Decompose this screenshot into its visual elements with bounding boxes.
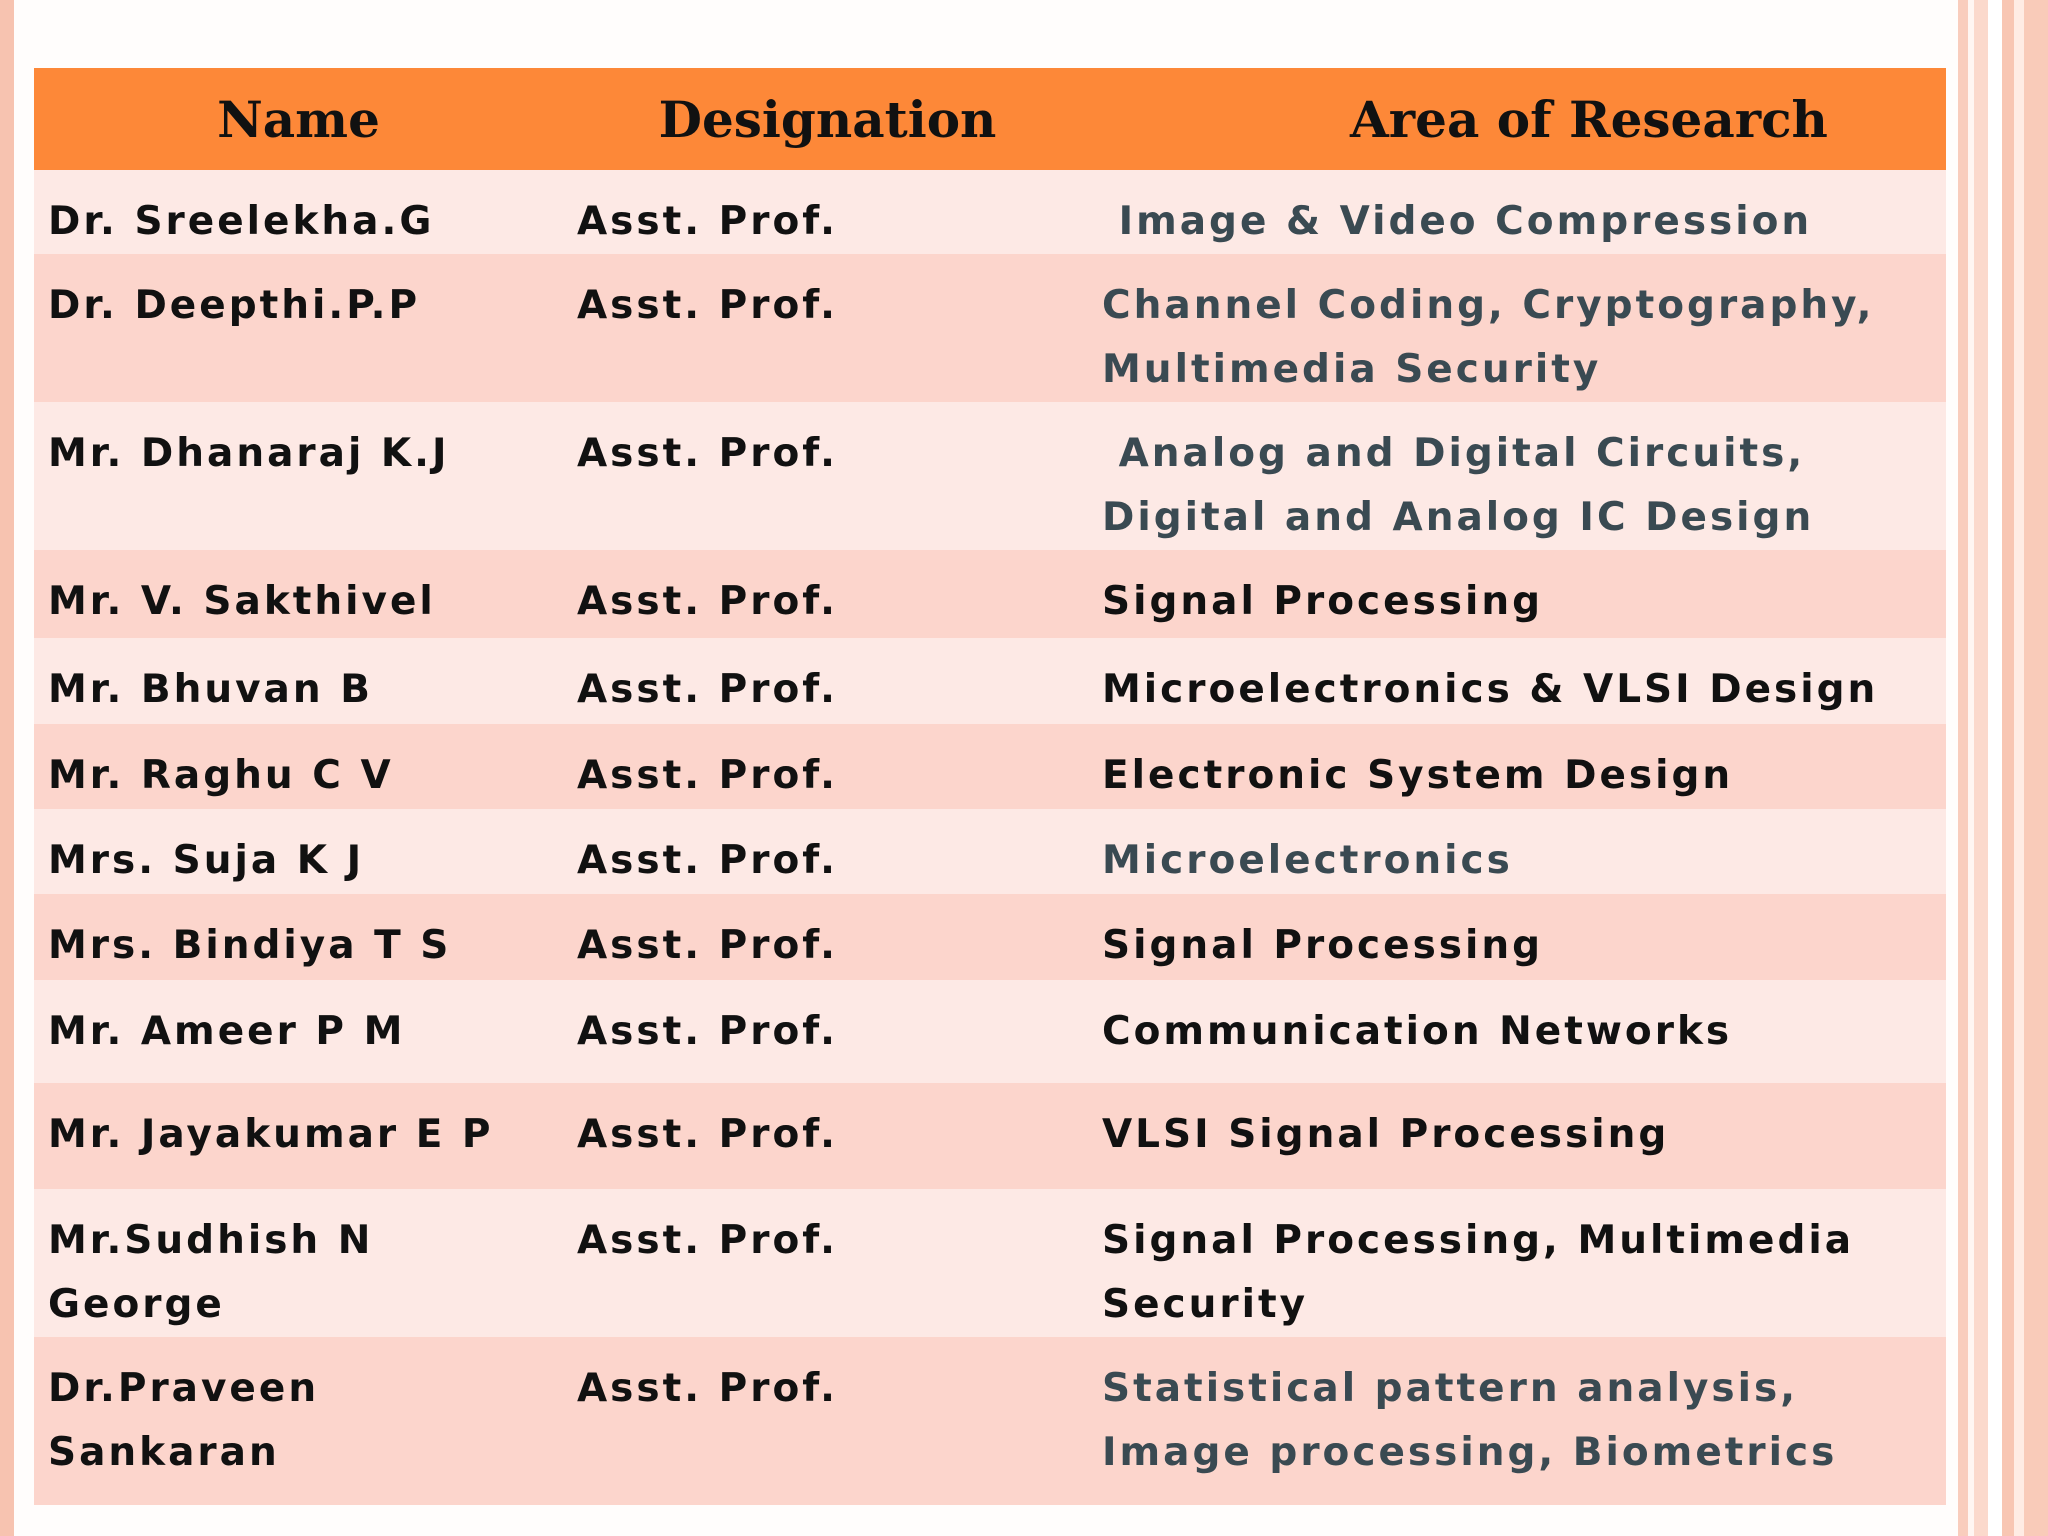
area-line: VLSI Signal Processing: [1102, 1112, 1670, 1157]
name-line: Mrs. Suja K J: [48, 838, 365, 883]
orange-circle-decoration: [1932, 1304, 1942, 1376]
area-line: Signal Processing: [1102, 923, 1544, 968]
name-line: Dr. Sreelekha.G: [48, 199, 435, 244]
cell-name: Mr. Ameer P M: [34, 980, 563, 1083]
table-row: Dr. Sreelekha.G Asst. Prof. Image & Video…: [34, 170, 1946, 254]
right-stripe-decoration: [1974, 0, 1988, 1536]
table-row: Mr. Raghu C V Asst. Prof. Electronic Syste…: [34, 724, 1946, 809]
cell-area-of-research: Channel Coding, Cryptography, Multimedia …: [1092, 254, 1946, 402]
table-row: Dr.Praveen Sankaran Asst. Prof. Statistical…: [34, 1337, 1946, 1505]
area-line: Analog and Digital Circuits,: [1102, 431, 1806, 476]
area-line: Security: [1102, 1282, 1309, 1327]
name-line: Mr. Raghu C V: [48, 753, 394, 798]
right-stripe-decoration: [1968, 0, 1974, 1536]
name-line: Mr. Dhanaraj K.J: [48, 431, 450, 476]
cell-area-of-research: Analog and Digital Circuits, Digital and …: [1092, 402, 1946, 550]
right-stripe-decoration: [2002, 0, 2014, 1536]
cell-name: Mr.Sudhish N George: [34, 1189, 563, 1337]
name-line: Dr. Deepthi.P.P: [48, 283, 421, 328]
area-line: Image & Video Compression: [1102, 199, 1813, 244]
header-name: Name: [217, 89, 380, 149]
table-header-row: Name Designation Area of Research: [34, 68, 1946, 170]
cell-name: Mr. Jayakumar E P: [34, 1083, 563, 1189]
cell-name: Mrs. Bindiya T S: [34, 894, 563, 980]
left-border-decoration: [0, 0, 14, 1536]
cell-area-of-research: Electronic System Design: [1092, 724, 1946, 809]
faculty-table: Name Designation Area of Research Dr. Sr…: [34, 68, 1946, 1505]
area-line: Image processing, Biometrics: [1102, 1430, 1838, 1475]
cell-name: Mr. V. Sakthivel: [34, 550, 563, 638]
name-line: Mr. V. Sakthivel: [48, 579, 436, 624]
cell-area-of-research: Microelectronics: [1092, 809, 1946, 894]
table-row: Mr. Dhanaraj K.J Asst. Prof. Analog and D…: [34, 402, 1946, 550]
name-line: Mrs. Bindiya T S: [48, 923, 452, 968]
cell-area-of-research: Signal Processing, Multimedia Security: [1092, 1189, 1946, 1337]
table-row: Mr. Bhuvan B Asst. Prof. Microelectronics …: [34, 638, 1946, 724]
right-stripe-decoration: [1988, 0, 2002, 1536]
cell-name: Dr. Sreelekha.G: [34, 170, 563, 254]
cell-designation: Asst. Prof.: [577, 579, 838, 624]
cell-name: Mr. Raghu C V: [34, 724, 563, 809]
header-designation: Designation: [658, 89, 997, 149]
cell-designation: Asst. Prof.: [577, 283, 838, 328]
cell-name: Dr. Deepthi.P.P: [34, 254, 563, 402]
area-line: Electronic System Design: [1102, 753, 1734, 798]
cell-name: Mr. Bhuvan B: [34, 638, 563, 724]
name-line: Mr. Ameer P M: [48, 1009, 406, 1054]
table-body: Dr. Sreelekha.G Asst. Prof. Image & Video…: [34, 170, 1946, 1505]
area-line: Signal Processing, Multimedia: [1102, 1218, 1855, 1263]
cell-area-of-research: Signal Processing: [1092, 550, 1946, 638]
table-row: Mr.Sudhish N George Asst. Prof. Signal Proc…: [34, 1189, 1946, 1337]
cell-designation: Asst. Prof.: [577, 431, 838, 476]
cell-designation: Asst. Prof.: [577, 923, 838, 968]
area-line: Channel Coding, Cryptography,: [1102, 283, 1875, 328]
right-stripe-decoration: [2024, 0, 2048, 1536]
cell-designation: Asst. Prof.: [577, 199, 838, 244]
cell-area-of-research: Statistical pattern analysis, Image proce…: [1092, 1337, 1946, 1505]
header-area-of-research: Area of Research: [1350, 89, 1828, 149]
table-row: Mrs. Bindiya T S Asst. Prof. Signal Proces…: [34, 894, 1946, 980]
name-line: Mr. Bhuvan B: [48, 667, 373, 712]
cell-area-of-research: Microelectronics & VLSI Design: [1092, 638, 1946, 724]
table-row: Mr. Jayakumar E P Asst. Prof. VLSI Signal …: [34, 1083, 1946, 1189]
name-line: Dr.Praveen: [48, 1366, 320, 1411]
cell-name: Mrs. Suja K J: [34, 809, 563, 894]
cell-designation: Asst. Prof.: [577, 1112, 838, 1157]
cell-area-of-research: VLSI Signal Processing: [1092, 1083, 1946, 1189]
table-row: Dr. Deepthi.P.P Asst. Prof. Channel Coding…: [34, 254, 1946, 402]
name-line: Mr. Jayakumar E P: [48, 1112, 494, 1157]
area-line: Microelectronics: [1102, 838, 1513, 883]
cell-area-of-research: Signal Processing: [1092, 894, 1946, 980]
right-stripe-decoration: [2014, 0, 2024, 1536]
cell-name: Mr. Dhanaraj K.J: [34, 402, 563, 550]
cell-designation: Asst. Prof.: [577, 838, 838, 883]
cell-name: Dr.Praveen Sankaran: [34, 1337, 563, 1505]
area-line: Communication Networks: [1102, 1009, 1733, 1054]
cell-designation: Asst. Prof.: [577, 667, 838, 712]
cell-designation: Asst. Prof.: [577, 1009, 838, 1054]
cell-area-of-research: Image & Video Compression: [1092, 170, 1946, 254]
table-row: Mr. Ameer P M Asst. Prof. Communication Ne…: [34, 980, 1946, 1083]
area-line: Multimedia Security: [1102, 347, 1602, 392]
area-line: Signal Processing: [1102, 579, 1544, 624]
area-line: Microelectronics & VLSI Design: [1102, 667, 1879, 712]
area-line: Digital and Analog IC Design: [1102, 495, 1815, 540]
cell-area-of-research: Communication Networks: [1092, 980, 1946, 1083]
right-stripe-decoration: [1958, 0, 1968, 1536]
table-row: Mr. V. Sakthivel Asst. Prof. Signal Proces…: [34, 550, 1946, 638]
name-line: Mr.Sudhish N: [48, 1218, 374, 1263]
cell-designation: Asst. Prof.: [577, 1366, 838, 1411]
name-line: George: [48, 1282, 225, 1327]
cell-designation: Asst. Prof.: [577, 1218, 838, 1263]
area-line: Statistical pattern analysis,: [1102, 1366, 1799, 1411]
table-row: Mrs. Suja K J Asst. Prof. Microelectronics: [34, 809, 1946, 894]
cell-designation: Asst. Prof.: [577, 753, 838, 798]
name-line: Sankaran: [48, 1430, 280, 1475]
